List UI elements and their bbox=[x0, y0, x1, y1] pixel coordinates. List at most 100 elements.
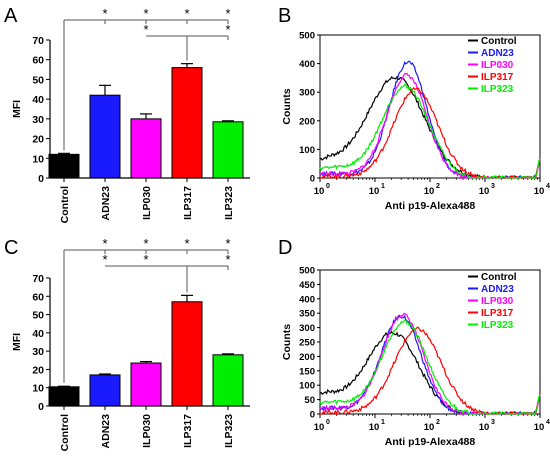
y-tick-label: 30 bbox=[32, 114, 44, 126]
x-tick-label: 10 bbox=[424, 186, 435, 197]
y-tick-label: 100 bbox=[299, 145, 315, 156]
bar-adn23 bbox=[89, 94, 121, 179]
y-tick-label: 10 bbox=[32, 383, 44, 395]
y-tick-label: 250 bbox=[299, 338, 315, 349]
legend-label: ILP323 bbox=[481, 84, 514, 95]
significance-star: * bbox=[184, 6, 189, 21]
legend-label: ILP317 bbox=[481, 72, 514, 83]
y-tick-label: 20 bbox=[32, 364, 44, 376]
x-tick-label: 10 bbox=[424, 422, 435, 433]
category-label: ILP030 bbox=[141, 186, 153, 220]
panel-a: A 0 10 20 30 40 50 60 70 MFI Control ADN23 ILP030 ILP… bbox=[4, 5, 250, 223]
y-tick-label: 150 bbox=[299, 366, 315, 377]
bar-ilp317 bbox=[171, 301, 203, 407]
bar-ilp323 bbox=[212, 354, 244, 407]
y-axis-label: Counts bbox=[281, 324, 293, 360]
significance-star: * bbox=[102, 252, 107, 267]
x-tick-label: 10 bbox=[534, 422, 545, 433]
y-tick-label: 20 bbox=[32, 134, 44, 146]
category-label: ILP030 bbox=[141, 414, 153, 448]
x-axis-label: Anti p19-Alexa488 bbox=[385, 200, 476, 212]
y-tick-label: 500 bbox=[299, 266, 315, 277]
y-tick-label: 400 bbox=[299, 59, 315, 70]
y-axis-label: MFI bbox=[11, 333, 23, 351]
y-axis-label: Counts bbox=[281, 88, 293, 124]
significance-star: * bbox=[102, 236, 107, 251]
series-ilp323 bbox=[319, 319, 541, 416]
category-label: Control bbox=[59, 186, 71, 223]
series-ilp317 bbox=[319, 326, 541, 416]
y-tick-label: 0 bbox=[310, 174, 315, 185]
x-tick-label: 10 bbox=[369, 186, 380, 197]
category-label: ADN23 bbox=[100, 414, 112, 449]
x-tick-exponent: 2 bbox=[436, 183, 440, 190]
x-tick-label: 10 bbox=[314, 422, 325, 433]
bar-adn23 bbox=[89, 374, 121, 407]
x-tick-exponent: 4 bbox=[546, 183, 550, 190]
legend-label: Control bbox=[481, 272, 517, 283]
bar-control bbox=[48, 153, 80, 179]
category-label: ILP317 bbox=[182, 414, 194, 448]
y-tick-label: 200 bbox=[299, 352, 315, 363]
significance-star: * bbox=[225, 22, 230, 37]
y-tick-label: 350 bbox=[299, 309, 315, 320]
y-tick-label: 450 bbox=[299, 280, 315, 291]
y-tick-label: 70 bbox=[32, 273, 44, 285]
bar-ilp317 bbox=[171, 67, 203, 179]
x-tick-exponent: 3 bbox=[491, 183, 495, 190]
y-tick-label: 100 bbox=[299, 381, 315, 392]
x-tick-label: 10 bbox=[369, 422, 380, 433]
legend-label: ILP323 bbox=[481, 320, 514, 331]
significance-star: * bbox=[143, 236, 148, 251]
y-tick-label: 300 bbox=[299, 88, 315, 99]
significance-star: * bbox=[143, 252, 148, 267]
x-tick-exponent: 0 bbox=[326, 419, 330, 426]
y-axis-label: MFI bbox=[11, 100, 23, 118]
legend-label: ILP030 bbox=[481, 60, 514, 71]
y-tick-label: 40 bbox=[32, 328, 44, 340]
y-tick-label: 30 bbox=[32, 346, 44, 358]
series-ilp323 bbox=[319, 83, 541, 180]
significance-star: * bbox=[225, 6, 230, 21]
y-tick-label: 300 bbox=[299, 323, 315, 334]
legend-label: Control bbox=[481, 36, 517, 47]
y-tick-label: 400 bbox=[299, 294, 315, 305]
significance-star: * bbox=[143, 22, 148, 37]
y-tick-label: 60 bbox=[32, 55, 44, 67]
y-tick-label: 60 bbox=[32, 291, 44, 303]
legend-label: ILP030 bbox=[481, 296, 514, 307]
significance-star: * bbox=[102, 6, 107, 21]
y-tick-label: 0 bbox=[38, 401, 44, 413]
x-tick-exponent: 1 bbox=[381, 419, 385, 426]
category-label: ADN23 bbox=[100, 186, 112, 221]
significance-star: * bbox=[143, 6, 148, 21]
bar-control bbox=[48, 386, 80, 407]
y-tick-label: 70 bbox=[32, 35, 44, 47]
x-tick-exponent: 3 bbox=[491, 419, 495, 426]
y-tick-label: 50 bbox=[32, 74, 44, 86]
significance-star: * bbox=[184, 236, 189, 251]
significance-star: * bbox=[225, 252, 230, 267]
y-tick-label: 0 bbox=[310, 410, 315, 421]
x-tick-label: 10 bbox=[314, 186, 325, 197]
significance-star: * bbox=[225, 236, 230, 251]
x-tick-exponent: 1 bbox=[381, 183, 385, 190]
x-tick-exponent: 2 bbox=[436, 419, 440, 426]
panel-letter: D bbox=[278, 237, 292, 259]
x-tick-exponent: 0 bbox=[326, 183, 330, 190]
x-tick-label: 10 bbox=[479, 186, 490, 197]
x-tick-label: 10 bbox=[534, 186, 545, 197]
legend-label: ADN23 bbox=[481, 48, 514, 59]
panel-c: C 0 10 20 30 40 50 60 70 MFI Control ADN23 ILP030 ILP… bbox=[4, 236, 250, 451]
category-label: Control bbox=[59, 414, 71, 451]
bar-ilp323 bbox=[212, 121, 244, 179]
y-tick-label: 200 bbox=[299, 116, 315, 127]
panel-letter: B bbox=[278, 5, 291, 27]
legend-label: ILP317 bbox=[481, 308, 514, 319]
bar-ilp030 bbox=[130, 118, 162, 179]
bar-ilp030 bbox=[130, 362, 162, 407]
y-tick-label: 500 bbox=[299, 31, 315, 42]
x-axis-label: Anti p19-Alexa488 bbox=[385, 436, 476, 448]
